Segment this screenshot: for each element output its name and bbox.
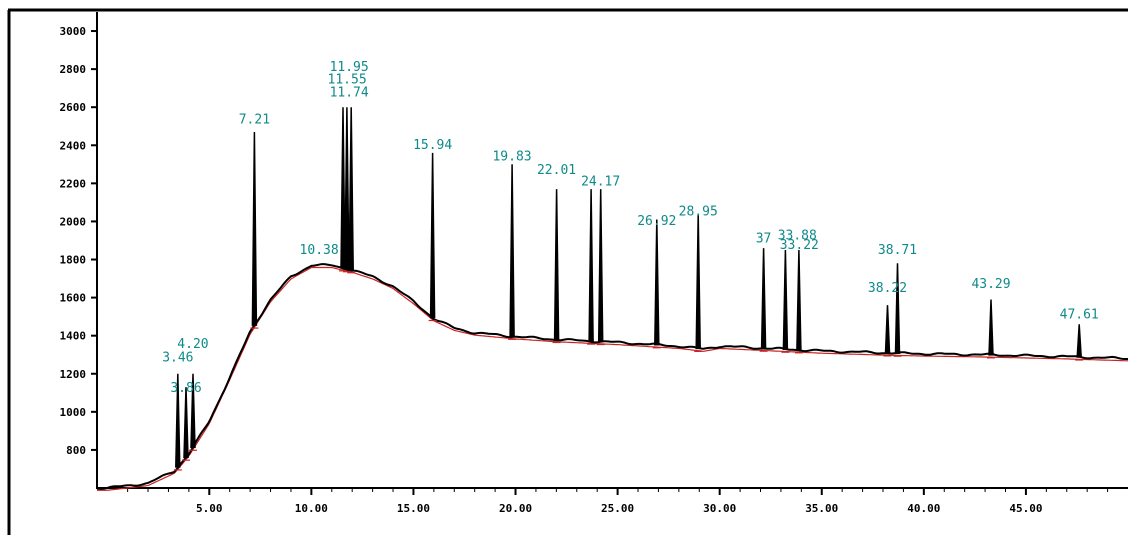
y-tick-label: 3000	[60, 25, 87, 38]
peak-label: 24.17	[581, 174, 620, 189]
peak-spike	[183, 387, 189, 458]
x-tick-label: 35.00	[805, 502, 838, 515]
x-tick-label: 30.00	[703, 502, 736, 515]
peak-label: 26.92	[637, 214, 676, 229]
peak-label: 33.22	[780, 238, 819, 253]
y-tick-label: 1400	[60, 330, 87, 343]
peak-spike	[553, 189, 560, 341]
peak-label: 11.55	[328, 72, 367, 87]
peak-label: 7.21	[239, 112, 270, 127]
peak-label: 37	[756, 231, 772, 246]
y-tick-label: 2600	[60, 101, 87, 114]
peak-spike	[175, 373, 181, 468]
y-tick-label: 2200	[60, 177, 87, 190]
peak-spike	[588, 189, 594, 342]
peak-label: 28.95	[679, 205, 718, 220]
x-tick-label: 45.00	[1009, 502, 1042, 515]
peak-label: 38.22	[868, 281, 907, 296]
x-tick-label: 10.00	[295, 502, 328, 515]
chromatogram-trace	[96, 263, 1128, 490]
x-tick-label: 40.00	[907, 502, 940, 515]
x-tick-label: 25.00	[601, 502, 634, 515]
peak-label: 33.88	[778, 229, 817, 244]
x-ticks: 5.00 10.00 15.00 20.00 25.00 30.00 35.00 40.00 4…	[127, 488, 1109, 515]
y-tick-label: 2400	[60, 139, 87, 152]
peak-label: 11.74	[330, 86, 369, 101]
y-ticks: 800 1000 1200 1400 1600 1800 2000 2200 2400 2600 2…	[60, 25, 97, 457]
peak-spike	[597, 189, 604, 343]
x-tick-label: 5.00	[196, 502, 223, 515]
peak-spike	[348, 107, 354, 271]
peak-label: 22.01	[537, 163, 576, 178]
x-tick-label: 20.00	[499, 502, 532, 515]
peak-label: 38.71	[878, 243, 917, 258]
peak-label: 10.38	[300, 243, 339, 258]
peak-spike	[695, 213, 701, 350]
baseline-fit-line	[97, 266, 1128, 491]
peak-spike	[884, 305, 891, 354]
peak-spike	[344, 107, 350, 270]
y-tick-label: 1600	[60, 292, 87, 305]
peak-label: 43.29	[971, 277, 1010, 292]
peak-label: 47.61	[1060, 308, 1099, 323]
peak-label: 15.94	[413, 138, 452, 153]
peak-label: 3.46	[162, 350, 193, 365]
peak-spike	[654, 219, 660, 346]
peak-spike	[760, 248, 767, 349]
y-tick-label: 1200	[60, 368, 87, 381]
y-tick-label: 2000	[60, 215, 87, 228]
peak-label: 11.95	[330, 60, 369, 75]
peak-label: 19.83	[492, 150, 531, 165]
peak-spike	[340, 107, 346, 269]
y-tick-label: 2800	[60, 63, 87, 76]
trace-layer	[96, 263, 1128, 491]
peak-label: 3.86	[170, 381, 201, 396]
peak-spike	[782, 249, 789, 350]
peak-spike	[1076, 324, 1082, 358]
peak-label: 4.20	[177, 337, 208, 352]
y-tick-label: 1800	[60, 254, 87, 267]
x-tick-label: 15.00	[397, 502, 430, 515]
peak-spike	[429, 152, 436, 319]
peak-spike	[894, 263, 901, 354]
y-tick-label: 1000	[60, 406, 87, 419]
peak-spike	[190, 373, 196, 449]
peak-spike	[796, 249, 802, 351]
peak-spike	[251, 131, 258, 326]
y-tick-label: 800	[66, 444, 86, 457]
peaks-layer	[173, 107, 1084, 471]
peak-spike	[988, 299, 994, 356]
peak-spike	[509, 164, 515, 338]
